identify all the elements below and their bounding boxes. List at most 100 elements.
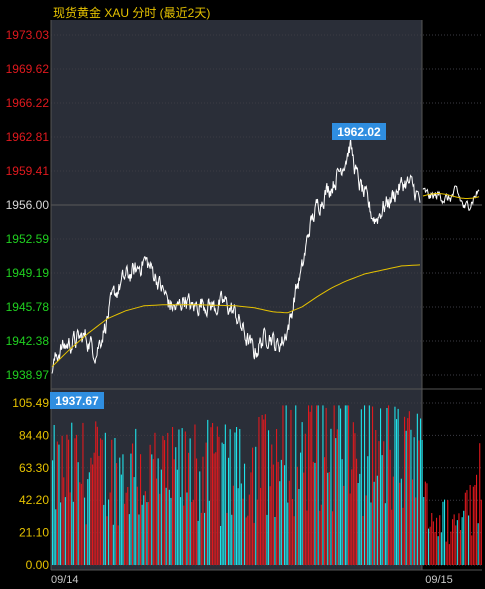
volume-bar [74, 438, 76, 565]
price-tick-label: 1952.59 [6, 232, 50, 246]
volume-bar [108, 499, 110, 565]
volume-bar [452, 519, 454, 565]
volume-bar [55, 509, 57, 565]
volume-bar [236, 427, 238, 565]
volume-bar [143, 495, 145, 565]
price-line-day1 [51, 138, 421, 374]
volume-bar [154, 432, 156, 565]
price-axis: 1973.03 1969.62 1966.22 1962.81 1959.41 1956.… [6, 28, 50, 382]
volume-bar [215, 452, 217, 565]
volume-bar [176, 469, 178, 565]
volume-bar [274, 517, 276, 565]
volume-bar [120, 474, 122, 565]
volume-bar [328, 472, 330, 565]
volume-bar [168, 489, 170, 565]
volume-bar [122, 454, 124, 565]
volume-bar [170, 497, 172, 565]
volume-bar [60, 502, 62, 565]
volume-bar [351, 469, 353, 565]
volume-bar [479, 443, 481, 565]
volume-bar [440, 532, 442, 565]
volume-bar [316, 405, 318, 565]
price-tick-label: 1956.00 [6, 198, 50, 212]
volume-bar [389, 449, 391, 565]
volume-bar [196, 458, 198, 565]
volume-bar [90, 457, 92, 565]
volume-bar [149, 444, 151, 565]
volume-bar [132, 443, 134, 565]
volume-bar [340, 408, 342, 565]
volume-bar [471, 535, 473, 565]
volume-bar [300, 452, 302, 565]
volume-bar [413, 437, 415, 565]
volume-bar [397, 408, 399, 565]
volume-bar [344, 405, 346, 565]
volume-bar [388, 405, 390, 565]
volume-bar [175, 447, 177, 565]
volume-bar [336, 429, 338, 565]
volume-bar [242, 498, 244, 565]
volume-bar [260, 487, 262, 565]
volume-bar [232, 485, 234, 565]
volume-bar [301, 422, 303, 565]
volume-bar [426, 483, 428, 565]
volume-bar [394, 406, 396, 565]
volume-bar [407, 418, 409, 565]
volume-tick-label: 0.00 [26, 558, 50, 572]
volume-bar [234, 432, 236, 565]
volume-bar [205, 442, 207, 565]
price-tick-label: 1973.03 [6, 28, 50, 42]
volume-bar [247, 515, 249, 565]
volume-bar [480, 499, 482, 565]
volume-bar [333, 405, 335, 565]
x-tick-label: 09/14 [51, 574, 79, 586]
volume-bar [450, 531, 452, 565]
volume-bar [228, 457, 230, 565]
price-tick-label: 1942.38 [6, 334, 50, 348]
volume-bar [308, 405, 310, 565]
volume-bar [264, 414, 266, 565]
volume-bar [343, 485, 345, 565]
volume-bar [269, 486, 271, 565]
volume-bar [144, 491, 146, 565]
volume-bar [464, 492, 466, 565]
volume-bar [263, 419, 265, 565]
volume-bar [325, 407, 327, 565]
volume-bar [271, 444, 273, 565]
volume-bar [151, 454, 153, 565]
volume-bar [114, 438, 116, 565]
volume-bar [357, 483, 359, 565]
price-tick-label: 1945.78 [6, 300, 50, 314]
volume-bar [306, 510, 308, 565]
volume-bar [109, 492, 111, 565]
volume-bar [445, 541, 447, 565]
volume-bar [416, 413, 418, 565]
volume-bar [296, 466, 298, 565]
volume-bar [253, 522, 255, 565]
volume-bar [324, 457, 326, 565]
volume-bars [52, 405, 482, 565]
volume-bar [106, 516, 108, 565]
volume-bar [148, 501, 150, 565]
volume-bar [159, 493, 161, 565]
volume-bar [468, 515, 470, 565]
volume-bar [380, 408, 382, 565]
volume-bar [136, 486, 138, 565]
volume-bar [165, 487, 167, 565]
volume-bar [436, 517, 438, 565]
volume-bar [429, 526, 431, 565]
volume-bar [213, 453, 215, 565]
low-callout-box [50, 392, 104, 409]
volume-bar [373, 481, 375, 565]
volume-bar [447, 500, 449, 565]
volume-bar [84, 497, 86, 565]
volume-bar [208, 500, 210, 565]
volume-bar [216, 426, 218, 565]
volume-bar [335, 438, 337, 565]
volume-bar [71, 422, 73, 565]
volume-bar [252, 447, 254, 565]
volume-bar [399, 482, 401, 565]
volume-bar [141, 504, 143, 565]
volume-bar [280, 459, 282, 565]
